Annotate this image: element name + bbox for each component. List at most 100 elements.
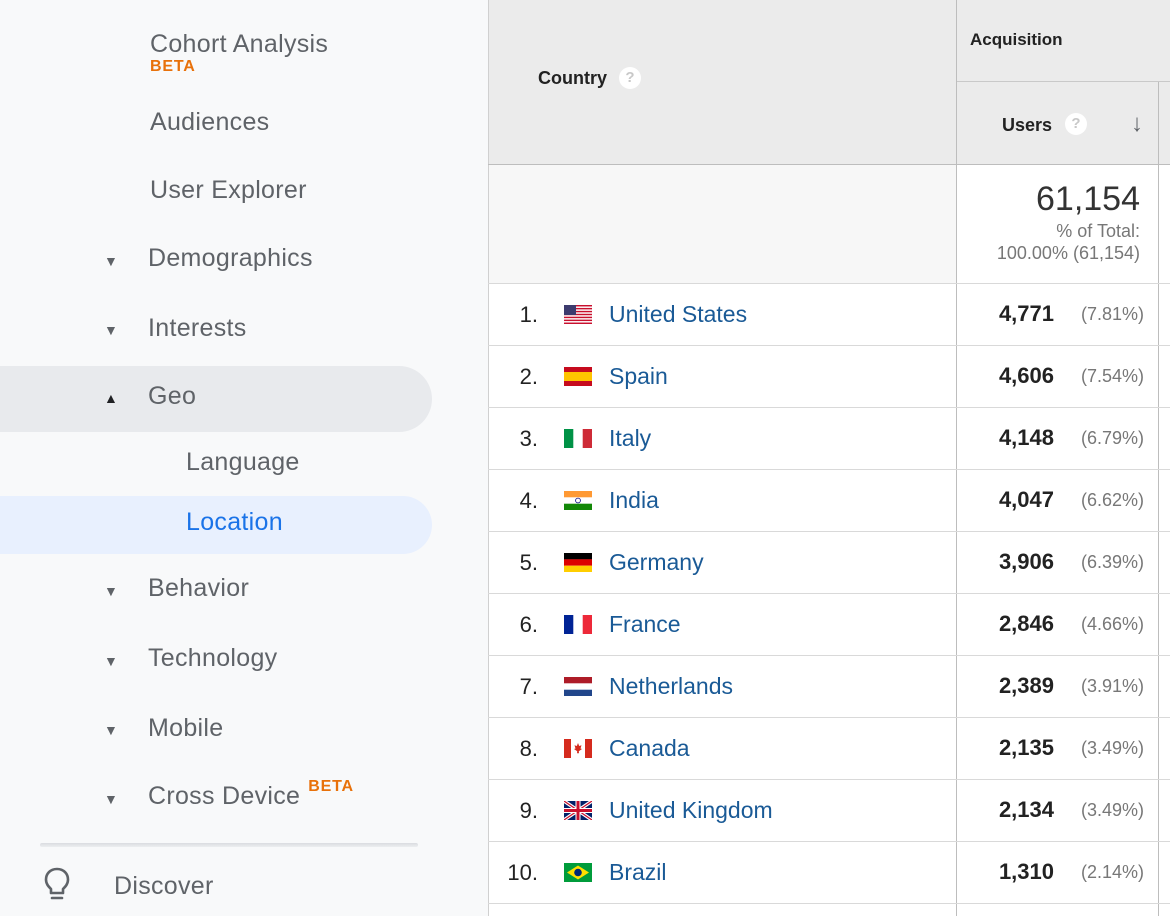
sidebar-item-location-highlight[interactable] [0, 496, 432, 554]
row-rank: 7. [519, 674, 538, 699]
total-users-value: 61,154 [1036, 180, 1140, 218]
row-divider [488, 841, 1170, 842]
row-rank: 2. [519, 364, 538, 389]
row-rank: 5. [519, 550, 538, 575]
table-left-border [488, 0, 489, 916]
sidebar-item-label: Mobile [148, 714, 224, 742]
users-value: 3,906 [998, 549, 1054, 574]
users-value: 2,134 [998, 797, 1054, 822]
table-row: 7. Netherlands 2,389 (3.91%) [488, 656, 1170, 718]
country-flag-icon [564, 677, 592, 696]
sidebar-item-audiences[interactable]: Audiences [150, 108, 269, 137]
help-icon[interactable]: ? [619, 67, 641, 89]
country-flag-icon [564, 491, 592, 510]
users-percent: (7.81%) [1080, 304, 1144, 324]
users-percent: (3.49%) [1080, 738, 1144, 758]
sidebar-item-user-explorer[interactable]: User Explorer [150, 176, 307, 205]
country-link[interactable]: Netherlands [609, 673, 734, 699]
row-rank: 4. [519, 488, 538, 513]
beta-badge: BETA [308, 778, 354, 795]
users-column-header[interactable]: Users [1002, 115, 1053, 135]
sort-descending-arrow-icon[interactable]: ↓ [1131, 110, 1143, 137]
sidebar-item-cohort-analysis[interactable]: Cohort Analysis BETA [150, 30, 329, 75]
country-flag-icon [564, 305, 592, 324]
collapse-caret-icon[interactable]: ▲ [104, 390, 118, 406]
country-flag-icon [564, 739, 592, 758]
users-value: 4,148 [998, 425, 1054, 450]
users-value: 1,310 [998, 859, 1054, 884]
header-bottom-border [488, 164, 1170, 165]
sidebar-item-label: Behavior [148, 574, 250, 602]
users-value: 2,846 [998, 611, 1054, 636]
country-link[interactable]: Spain [609, 363, 668, 389]
sidebar-item-label: Interests [148, 314, 247, 342]
users-value: 4,047 [998, 487, 1054, 512]
sidebar-item-label: Demographics [148, 244, 313, 272]
users-value: 2,389 [998, 673, 1054, 698]
expand-caret-icon[interactable]: ▼ [104, 322, 118, 338]
table-header [488, 0, 1170, 165]
sidebar-nav: Cohort Analysis BETA Audiences User Expl… [0, 0, 488, 916]
country-flag-icon [564, 615, 592, 634]
help-icon[interactable]: ? [1065, 113, 1087, 135]
sidebar-item-label: Technology [148, 644, 278, 672]
sidebar-divider [40, 843, 418, 847]
expand-caret-icon[interactable]: ▼ [104, 583, 118, 599]
country-link[interactable]: United States [609, 301, 748, 327]
country-link[interactable]: France [609, 611, 681, 637]
column-divider [1158, 82, 1159, 916]
country-flag-icon [564, 801, 592, 820]
sidebar-item-label: Cross Device [148, 782, 301, 810]
row-rank: 10. [507, 860, 538, 885]
sidebar-item-geo-highlight[interactable] [0, 366, 432, 432]
total-percent-value: 100.00% (61,154) [996, 243, 1140, 263]
country-link[interactable]: Brazil [609, 859, 667, 885]
expand-caret-icon[interactable]: ▼ [104, 722, 118, 738]
users-percent: (7.54%) [1080, 366, 1144, 386]
country-link[interactable]: Canada [609, 735, 690, 761]
sidebar-item-label: Cohort Analysis [150, 30, 329, 58]
sidebar-item-label: Language [186, 448, 300, 476]
sidebar-item-interests[interactable]: Interests [148, 314, 247, 343]
users-percent: (6.39%) [1080, 552, 1144, 572]
row-divider [488, 717, 1170, 718]
sidebar-item-label: Discover [114, 872, 214, 900]
report-table: Country ? Acquisition Users ? ↓ 61,154 %… [488, 0, 1170, 916]
expand-caret-icon[interactable]: ▼ [104, 253, 118, 269]
users-value: 4,771 [998, 301, 1054, 326]
row-divider [488, 531, 1170, 532]
totals-row-label-cell [489, 165, 956, 283]
users-percent: (4.66%) [1080, 614, 1144, 634]
row-divider [488, 469, 1170, 470]
sidebar-item-label: Geo [148, 382, 197, 410]
country-link[interactable]: United Kingdom [609, 797, 773, 823]
users-percent: (3.49%) [1080, 800, 1144, 820]
row-divider [488, 345, 1170, 346]
row-divider [488, 283, 1170, 284]
country-column-header[interactable]: Country [538, 68, 607, 88]
table-row: 3. Italy 4,148 (6.79%) [488, 408, 1170, 470]
lightbulb-icon [44, 867, 70, 900]
expand-caret-icon[interactable]: ▼ [104, 791, 118, 807]
country-link[interactable]: Italy [609, 425, 652, 451]
sidebar-item-geo[interactable]: Geo [148, 382, 196, 411]
table-row: 5. Germany 3,906 (6.39%) [488, 532, 1170, 594]
sidebar-item-language[interactable]: Language [186, 448, 300, 477]
sidebar-item-cross-device[interactable]: Cross Device BETA [148, 778, 354, 811]
sidebar-item-discover[interactable]: Discover [0, 860, 480, 912]
acquisition-group-header: Acquisition [970, 30, 1063, 49]
sidebar-item-mobile[interactable]: Mobile [148, 714, 223, 743]
users-value: 4,606 [998, 363, 1054, 388]
users-percent: (6.79%) [1080, 428, 1144, 448]
sidebar-item-location[interactable]: Location [186, 508, 283, 537]
sidebar-item-technology[interactable]: Technology [148, 644, 277, 673]
sidebar-item-behavior[interactable]: Behavior [148, 574, 249, 603]
country-link[interactable]: Germany [609, 549, 704, 575]
expand-caret-icon[interactable]: ▼ [104, 653, 118, 669]
table-row: 10. Brazil 1,310 (2.14%) [488, 842, 1170, 904]
row-rank: 6. [519, 612, 538, 637]
column-divider [956, 0, 957, 916]
country-link[interactable]: India [609, 487, 659, 513]
country-flag-icon [564, 863, 592, 882]
sidebar-item-demographics[interactable]: Demographics [148, 244, 313, 273]
